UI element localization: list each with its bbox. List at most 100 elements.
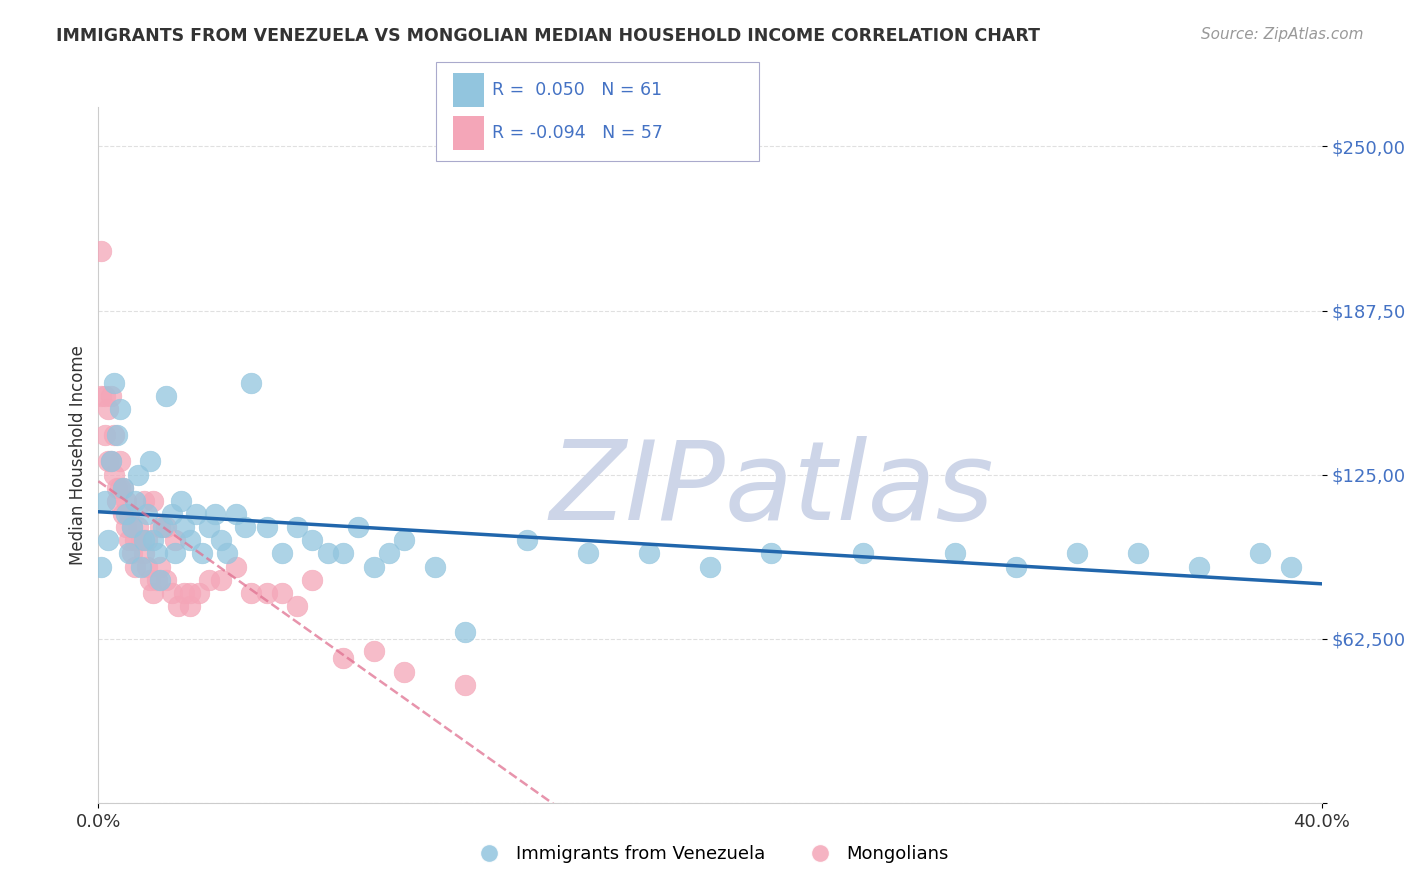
Point [454, 625, 477, 640]
Point [100, 389, 122, 403]
Text: R =  0.050   N = 61: R = 0.050 N = 61 [492, 81, 662, 99]
Point [97, 533, 120, 548]
Text: IMMIGRANTS FROM VENEZUELA VS MONGOLIAN MEDIAN HOUSEHOLD INCOME CORRELATION CHART: IMMIGRANTS FROM VENEZUELA VS MONGOLIAN M… [56, 27, 1040, 45]
Point [167, 599, 190, 613]
Point [136, 533, 159, 548]
Text: R = -0.094   N = 57: R = -0.094 N = 57 [492, 124, 664, 142]
Point [121, 520, 143, 534]
Point [363, 643, 385, 657]
Point [225, 507, 247, 521]
Point [256, 586, 278, 600]
Point [103, 467, 125, 482]
Point [142, 494, 165, 508]
Point [179, 533, 201, 548]
Point [97, 454, 120, 468]
Point [759, 546, 782, 560]
Point [285, 599, 308, 613]
Point [108, 454, 131, 468]
Point [139, 454, 162, 468]
Point [129, 533, 152, 548]
Point [142, 533, 165, 548]
Point [111, 481, 134, 495]
Point [134, 546, 156, 560]
Point [139, 573, 162, 587]
Point [392, 533, 416, 548]
Point [124, 533, 146, 548]
Point [163, 546, 186, 560]
Point [111, 481, 134, 495]
Point [149, 520, 172, 534]
Point [115, 494, 138, 508]
Point [149, 559, 172, 574]
Point [145, 546, 167, 560]
Point [93, 494, 115, 508]
Point [155, 520, 177, 534]
Point [179, 599, 201, 613]
Text: ZIPatlas: ZIPatlas [548, 436, 994, 543]
Point [270, 586, 292, 600]
Point [1004, 559, 1026, 574]
Point [285, 520, 308, 534]
Point [100, 454, 122, 468]
Point [316, 546, 339, 560]
Point [170, 494, 193, 508]
Point [204, 507, 226, 521]
Y-axis label: Median Household Income: Median Household Income [69, 345, 87, 565]
Point [240, 586, 263, 600]
Point [90, 244, 112, 259]
Point [699, 559, 721, 574]
Point [103, 376, 125, 390]
Point [134, 494, 156, 508]
Point [197, 520, 219, 534]
Point [301, 573, 323, 587]
Point [108, 401, 131, 416]
Point [105, 481, 128, 495]
Point [155, 389, 177, 403]
Point [332, 546, 354, 560]
Point [136, 559, 159, 574]
Point [134, 533, 156, 548]
Point [179, 586, 201, 600]
Point [225, 559, 247, 574]
Text: Source: ZipAtlas.com: Source: ZipAtlas.com [1201, 27, 1364, 42]
Point [124, 494, 146, 508]
Point [155, 573, 177, 587]
Point [160, 507, 183, 521]
Point [1249, 546, 1271, 560]
Point [1128, 546, 1150, 560]
Point [121, 546, 143, 560]
Point [121, 520, 143, 534]
Point [347, 520, 370, 534]
Point [129, 559, 152, 574]
Point [392, 665, 416, 679]
Point [1188, 559, 1211, 574]
Point [93, 389, 115, 403]
Point [97, 401, 120, 416]
Point [127, 467, 149, 482]
Point [233, 520, 256, 534]
Point [90, 389, 112, 403]
Point [145, 573, 167, 587]
Point [191, 546, 214, 560]
Legend: Immigrants from Venezuela, Mongolians: Immigrants from Venezuela, Mongolians [464, 838, 956, 871]
Point [118, 533, 141, 548]
Point [163, 533, 186, 548]
Point [209, 533, 232, 548]
Point [637, 546, 661, 560]
Point [378, 546, 401, 560]
Point [100, 454, 122, 468]
Point [1279, 559, 1302, 574]
Point [454, 678, 477, 692]
Point [240, 376, 263, 390]
Point [103, 428, 125, 442]
Point [256, 520, 278, 534]
Point [209, 573, 232, 587]
Point [124, 559, 146, 574]
Point [108, 481, 131, 495]
Point [118, 546, 141, 560]
Point [118, 507, 141, 521]
Point [152, 520, 174, 534]
Point [90, 559, 112, 574]
Point [111, 507, 134, 521]
Point [93, 428, 115, 442]
